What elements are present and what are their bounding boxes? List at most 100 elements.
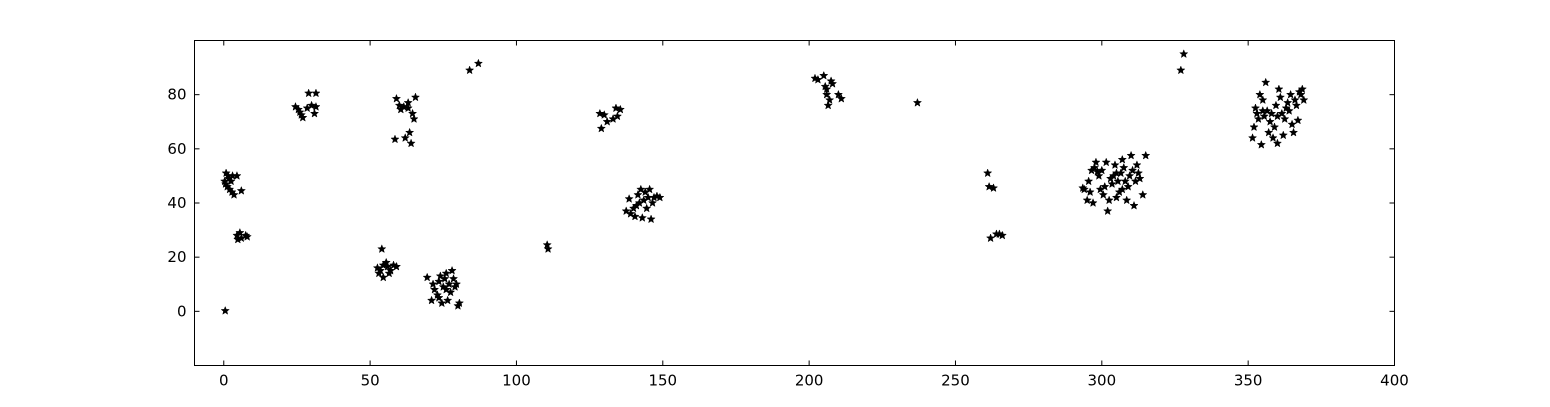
data-point — [1247, 133, 1258, 142]
y-axis: 0 20 40 60 80 — [167, 86, 1395, 320]
data-point — [1091, 157, 1101, 167]
data-point — [836, 93, 846, 103]
data-point — [1266, 108, 1277, 118]
data-point — [1122, 195, 1132, 205]
data-point — [220, 305, 230, 315]
x-tick-label: 0 — [219, 372, 229, 390]
data-point — [1101, 157, 1111, 167]
data-point — [1269, 122, 1280, 132]
data-point — [1259, 111, 1269, 121]
data-point — [383, 261, 393, 271]
data-point — [1089, 162, 1100, 172]
data-point — [410, 92, 421, 102]
data-point — [1272, 111, 1283, 121]
data-point — [428, 279, 438, 289]
data-point — [630, 211, 640, 221]
data-point — [655, 192, 665, 202]
data-point — [434, 276, 444, 286]
data-point — [644, 184, 655, 194]
data-point — [1098, 189, 1108, 199]
data-point — [615, 104, 626, 114]
x-tick-label: 250 — [941, 372, 970, 390]
data-point — [473, 58, 484, 68]
data-point — [1253, 114, 1264, 124]
data-point — [1079, 184, 1089, 194]
data-point — [1255, 89, 1265, 99]
data-point — [636, 184, 646, 194]
data-point — [1104, 195, 1114, 205]
data-point — [233, 234, 243, 244]
data-points — [219, 49, 1309, 315]
data-point — [451, 279, 462, 289]
data-point — [983, 168, 993, 178]
data-point — [596, 123, 606, 133]
data-point — [226, 176, 236, 186]
y-tick-label: 80 — [167, 86, 186, 104]
data-point — [1111, 192, 1122, 202]
data-point — [404, 127, 415, 137]
data-point — [391, 261, 402, 271]
data-point — [1299, 95, 1309, 105]
data-point — [988, 183, 999, 193]
data-point — [1277, 108, 1287, 118]
data-point — [625, 208, 636, 218]
data-point — [381, 257, 391, 267]
data-point — [1097, 165, 1107, 175]
data-point — [295, 107, 305, 117]
data-point — [1297, 84, 1307, 94]
data-point — [1088, 198, 1098, 207]
data-point — [621, 206, 631, 216]
data-point — [1271, 100, 1281, 110]
data-point — [602, 116, 612, 126]
x-tick-label: 300 — [1087, 372, 1116, 390]
data-point — [435, 271, 446, 281]
data-point — [1138, 189, 1148, 199]
data-point — [1275, 92, 1286, 102]
x-axis: 0 50 100 150 200 250 300 350 400 — [219, 40, 1409, 390]
data-point — [1250, 103, 1261, 113]
data-point — [298, 112, 308, 122]
data-point — [311, 101, 321, 111]
data-point — [1280, 114, 1290, 124]
data-point — [391, 93, 402, 103]
data-point — [1111, 168, 1122, 178]
data-point — [823, 100, 833, 110]
data-point — [1274, 84, 1284, 94]
data-point — [1268, 133, 1278, 142]
data-point — [1293, 115, 1303, 125]
data-point — [447, 265, 457, 275]
data-point — [637, 213, 647, 222]
data-point — [385, 265, 396, 275]
data-point — [642, 203, 652, 213]
x-tick-label: 350 — [1234, 372, 1263, 390]
y-tick-label: 0 — [177, 302, 187, 320]
data-point — [1117, 154, 1127, 164]
data-point — [426, 295, 437, 305]
data-point — [441, 268, 451, 278]
data-point — [912, 97, 923, 107]
data-point — [440, 273, 450, 283]
data-point — [1132, 160, 1142, 170]
y-tick-label: 20 — [167, 248, 186, 266]
data-point — [1272, 138, 1283, 148]
data-point — [543, 244, 553, 254]
data-point — [400, 133, 410, 142]
data-point — [646, 214, 656, 224]
data-point — [1252, 108, 1262, 118]
data-point — [1179, 49, 1189, 59]
data-point — [1284, 106, 1294, 115]
data-point — [599, 110, 609, 119]
data-point — [429, 284, 440, 294]
data-point — [985, 233, 996, 243]
data-point — [1123, 181, 1133, 191]
data-point — [813, 74, 823, 84]
data-point — [1120, 176, 1130, 186]
data-point — [311, 88, 321, 98]
data-point — [232, 171, 242, 180]
data-point — [824, 95, 835, 105]
data-point — [1296, 89, 1306, 99]
data-point — [406, 138, 416, 148]
data-point — [242, 231, 252, 241]
